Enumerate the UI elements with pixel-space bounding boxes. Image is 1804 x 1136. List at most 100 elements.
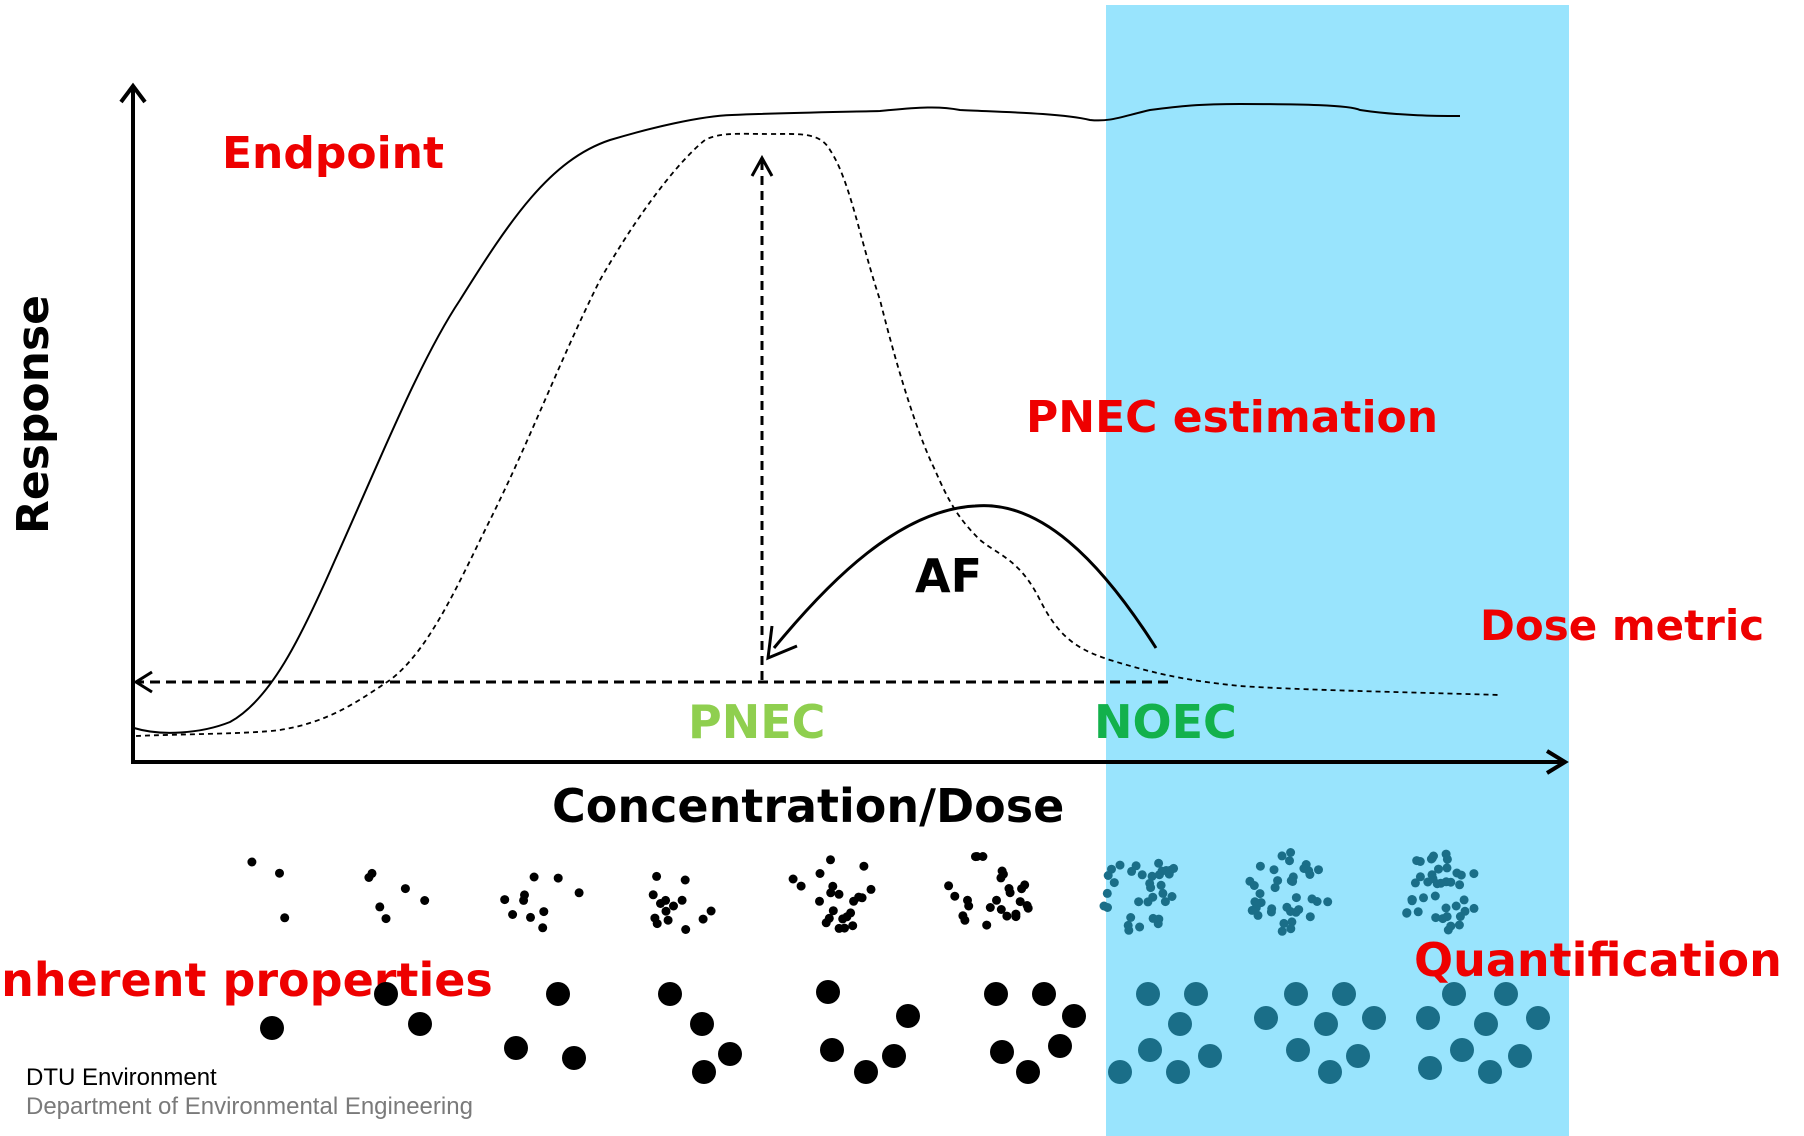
small-particle [1154, 858, 1164, 868]
small-particle [1469, 903, 1479, 913]
small-particle [1020, 880, 1030, 890]
large-particle [1108, 1060, 1132, 1084]
large-particle [1494, 982, 1518, 1006]
large-particle [882, 1044, 906, 1068]
small-particle [1273, 876, 1283, 886]
inherent-properties-label: Inherent properties [0, 953, 493, 1007]
footer-department: Department of Environmental Engineering [26, 1092, 473, 1120]
large-particle-group [1254, 982, 1386, 1084]
small-particle [1412, 856, 1422, 866]
small-particle [1156, 880, 1166, 890]
footer: DTU Environment Department of Environmen… [26, 1064, 473, 1122]
small-particle [1160, 897, 1170, 907]
small-particle [848, 921, 858, 931]
small-particle [529, 872, 539, 882]
endpoint-label: Endpoint [222, 128, 444, 179]
small-particle [998, 869, 1008, 879]
small-particle [1430, 891, 1440, 901]
small-particle [1441, 903, 1451, 913]
small-particle [1285, 856, 1294, 866]
small-particle [960, 915, 970, 925]
small-particle [1426, 854, 1436, 864]
small-particle [950, 891, 960, 901]
small-particle [1250, 897, 1260, 907]
small-particle [1323, 897, 1333, 907]
pnec-vertical-dashed-arrow [750, 154, 774, 680]
large-particle [692, 1060, 716, 1084]
highlight-band [1106, 5, 1569, 1136]
endpoint-curve [133, 102, 1461, 734]
large-particle [1198, 1044, 1222, 1068]
small-particle [1442, 863, 1452, 873]
small-particle [1428, 874, 1438, 884]
small-particle [1015, 897, 1025, 907]
small-particle [1270, 883, 1280, 893]
small-particle [834, 923, 844, 933]
small-particle [1286, 876, 1296, 886]
small-particle [1419, 893, 1428, 903]
small-particle [1446, 877, 1456, 887]
large-particle-group [1108, 982, 1222, 1084]
small-particle [247, 857, 257, 867]
large-particle [1032, 982, 1056, 1006]
axes [119, 82, 1569, 775]
small-particle [1123, 920, 1133, 930]
small-particle [1441, 849, 1451, 859]
small-particle [648, 890, 658, 900]
small-particle [1286, 848, 1296, 857]
small-particle [553, 873, 563, 883]
small-particle [859, 861, 869, 871]
large-particle [1048, 1034, 1072, 1058]
large-particle [1062, 1004, 1086, 1028]
small-particle [520, 890, 529, 900]
small-particle [1158, 888, 1168, 898]
small-particle [275, 868, 284, 878]
small-particle [500, 895, 510, 905]
small-particle-group [500, 872, 584, 933]
x-axis-label: Concentration/Dose [552, 779, 1064, 833]
small-particle-group [1245, 848, 1333, 936]
pnec-estimation-label: PNEC estimation [1026, 392, 1438, 443]
small-particle [1286, 907, 1295, 916]
large-particle-group [984, 982, 1086, 1084]
large-particle [1450, 1038, 1474, 1062]
small-particle [1459, 895, 1469, 905]
large-particle [1332, 982, 1356, 1006]
small-particle [677, 895, 687, 905]
large-particle [984, 982, 1008, 1006]
large-particle-group [658, 982, 742, 1084]
small-particle [815, 869, 825, 878]
large-particle [1346, 1044, 1370, 1068]
small-particle [1255, 889, 1265, 899]
small-particle [796, 881, 806, 891]
large-particle [1284, 982, 1308, 1006]
large-particle [1136, 982, 1160, 1006]
large-particle-groups [260, 980, 1550, 1084]
large-particle [1166, 1060, 1190, 1084]
small-particle [1143, 897, 1153, 907]
small-particle [400, 884, 410, 894]
small-particle [1413, 907, 1423, 917]
small-particle [1431, 913, 1441, 923]
y-axis-label: Response [8, 295, 59, 534]
large-particle [990, 1040, 1014, 1064]
footer-organization: DTU Environment [26, 1064, 217, 1091]
small-particle [1286, 924, 1296, 934]
small-particle [526, 912, 535, 922]
small-particle [680, 875, 690, 885]
af-label: AF [915, 549, 982, 603]
large-particle [1138, 1038, 1162, 1062]
small-particle [866, 884, 876, 894]
large-particle [854, 1060, 878, 1084]
small-particle-groups [247, 848, 1479, 936]
small-particle [1455, 880, 1465, 890]
small-particle [669, 901, 678, 911]
small-particle-group [1402, 849, 1479, 935]
small-particle [1109, 878, 1119, 888]
small-particle [1102, 888, 1112, 898]
small-particle [681, 925, 691, 934]
small-particle-group [1099, 858, 1179, 935]
small-particle-group [788, 855, 876, 933]
small-particle [1305, 912, 1315, 922]
